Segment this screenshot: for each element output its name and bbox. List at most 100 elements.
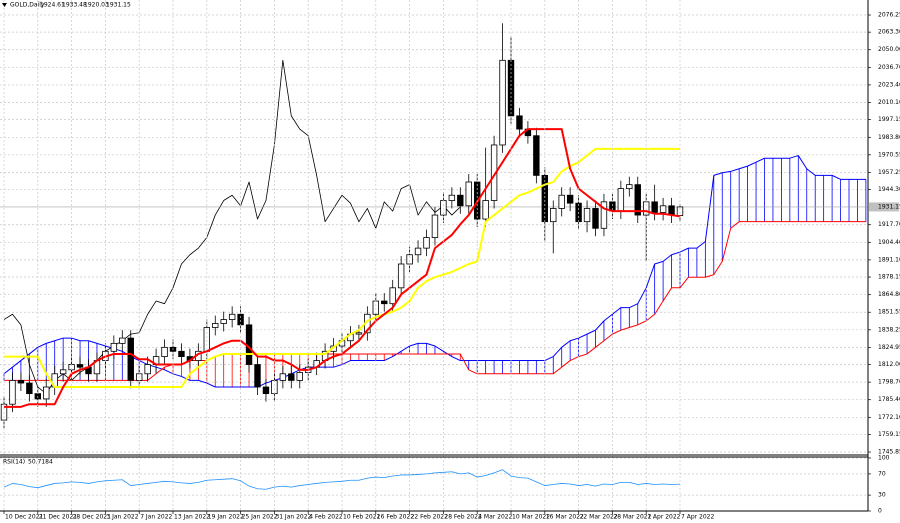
x-tick-label: 10 Dec 2021 [5,514,44,521]
candle-body [592,208,599,229]
candle-body [59,369,67,375]
x-tick-label: 28 Feb 2022 [444,514,482,521]
y-tick-label: 2063.30 [878,29,900,36]
candle-body [482,200,489,220]
x-tick-label: 4 Mar 2022 [478,514,512,521]
rsi-name: RSI(14) [3,459,25,466]
candle-body [119,337,126,344]
y-tick-label: 2050.00 [878,46,900,53]
candle-body [127,337,134,381]
candle-body [423,237,430,249]
y-tick-label: 1851.55 [878,309,900,316]
current-price: 1931.15 [878,203,900,210]
candle-body [448,194,456,201]
price-box [869,202,899,212]
y-tick-label: 1798.70 [878,379,900,386]
y-tick-label: 1983.80 [878,134,900,141]
candle-body [178,350,185,357]
x-tick-label: 7 Apr 2022 [681,514,714,521]
y-tick-label: 1745.85 [878,449,900,456]
price-panel [0,14,868,453]
rsi-tick-label: 100 [878,455,890,462]
candle-body [203,327,210,352]
candle-body [228,313,236,320]
x-tick-label: 7 Jan 2022 [140,514,172,521]
candle-body [237,313,244,326]
y-tick-label: 1957.25 [878,169,900,176]
candle-body [516,115,523,130]
ohlc-open: 1924.61 [40,2,65,9]
rsi-tick-label: 70 [878,470,886,477]
y-tick-label: 1904.40 [878,239,900,246]
candle-body [465,181,472,207]
candle-body [144,364,151,375]
candle-body [617,188,625,212]
y-tick-label: 1878.15 [878,274,900,281]
x-tick-label: 4 Feb 2022 [309,514,343,521]
x-tick-label: 31 Jan 2022 [275,514,311,521]
candle-body [288,373,295,381]
candle-body [381,300,388,305]
x-tick-label: 13 Jan 2022 [174,514,210,521]
candle-body [499,59,506,146]
y-tick-label: 1812.00 [878,361,900,368]
candle-body [262,386,270,395]
candle-body [9,380,16,405]
candle-body [296,372,303,381]
candle-body [659,205,667,213]
candle-body [533,135,540,176]
ohlc-low: 1920.03 [84,2,109,9]
x-tick-label: 16 Mar 2022 [546,514,584,521]
candle-body [626,184,633,190]
y-tick-label: 1772.10 [878,414,900,421]
x-tick-label: 10 Mar 2022 [512,514,550,521]
candle-body [271,380,278,395]
candle-body [43,386,50,400]
x-tick-label: 22 Mar 2022 [580,514,618,521]
menu-icon[interactable] [2,3,7,7]
rsi-tick-label: 0 [878,508,882,515]
y-tick-label: 1824.95 [878,344,900,351]
ohlc-close: 1931.15 [106,2,131,9]
symbol-label: GOLD,Daily [10,2,45,9]
x-tick-label: 25 Jan 2022 [242,514,278,521]
x-tick-label: 28 Mar 2022 [613,514,651,521]
y-tick-label: 1838.25 [878,326,900,333]
plot-area [0,0,868,512]
y-tick-label: 1759.15 [878,431,900,438]
x-tick-label: 1 Apr 2022 [647,514,680,521]
y-tick-label: 2023.40 [878,81,900,88]
candle-body [668,205,675,216]
x-tick-label: 22 Feb 2022 [411,514,449,521]
candle-body [634,184,641,216]
y-tick-label: 1891.10 [878,256,900,263]
candle-body [550,208,557,223]
candle-body [161,346,168,357]
x-tick-label: 16 Feb 2022 [377,514,415,521]
y-tick-label: 2076.25 [878,12,900,19]
candle-body [431,214,439,238]
y-tick-label: 2010.10 [878,99,900,106]
candle-body [397,263,405,289]
candle-body [600,201,608,229]
y-tick-label: 1864.80 [878,291,900,298]
candle-body [457,194,464,207]
x-tick-label: 3 Jan 2022 [106,514,138,521]
candle-body [220,319,227,324]
y-tick-label: 1785.40 [878,396,900,403]
candle-body [583,208,591,223]
candle-body [110,342,118,352]
candle-body [558,194,565,209]
candle-body [279,373,287,381]
x-tick-label: 28 Dec 2021 [73,514,112,521]
candle-body [17,380,25,384]
candle-body [355,332,363,335]
x-tick-label: 10 Feb 2022 [343,514,381,521]
candle-body [651,201,658,213]
y-tick-label: 1944.30 [878,186,900,193]
candle-body [212,323,219,328]
y-tick-label: 2036.70 [878,64,900,71]
candle-body [26,382,33,395]
